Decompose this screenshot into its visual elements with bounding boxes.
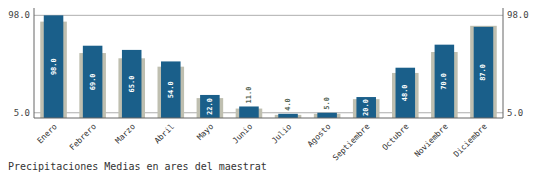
x-tick-label: Agosto [306,122,333,149]
title: Precipitaciones Medias en ares del maest… [8,161,267,172]
x-tick-label: Junio [231,122,255,146]
y-tick-label: 98.0 [8,10,30,20]
data-label: 70.0 [440,73,448,90]
bar [83,46,103,118]
grid-line [34,15,503,16]
x-tick-label: Noviembre [413,122,450,159]
data-label: 11.0 [245,87,253,104]
data-label: 22.0 [206,98,214,115]
bar [474,27,494,118]
bar [396,68,416,118]
x-tick-label: Febrero [68,122,98,152]
x-axis-line [34,118,503,119]
bars [40,15,496,118]
bar [200,95,220,118]
data-label: 48.0 [401,84,409,101]
y2-tick-label: 5.0 [507,108,523,118]
x-tick-label: Enero [36,122,60,146]
data-label: 5.0 [323,97,331,110]
data-label: 98.0 [50,58,58,75]
bar [317,113,337,118]
x-tick-label: Diciembre [452,122,489,159]
x-tick-label: Octubre [380,122,410,152]
data-label: 4.0 [284,98,292,111]
x-tick-label: Marzo [114,122,138,146]
y-tick-label: 5.0 [14,108,30,118]
chart: 5.0 98.0 5.0 98.0 Enero Febrero Marzo Abril Mayo… [0,0,537,174]
data-label: 20.0 [362,99,370,116]
bar [122,50,142,118]
data-label: 69.0 [89,73,97,90]
y-axis-line [34,8,35,118]
y2-tick-label: 98.0 [507,10,529,20]
bar [470,26,497,118]
bar [239,106,259,118]
y2-axis-line [503,8,504,118]
bar [356,97,376,118]
bar [435,45,455,118]
x-tick-label: Julio [270,122,294,146]
x-tick-label: Mayo [195,122,215,142]
chart-container: 5.0 98.0 5.0 98.0 Enero Febrero Marzo Abril Mayo… [0,0,537,174]
bar [278,114,298,118]
data-label: 54.0 [167,81,175,98]
data-label: 87.0 [479,64,487,81]
data-label: 65.0 [128,76,136,93]
x-tick-label: Septiembre [331,122,372,163]
bar [44,15,64,118]
x-tick-label: Abril [153,122,177,146]
bar [161,61,181,118]
